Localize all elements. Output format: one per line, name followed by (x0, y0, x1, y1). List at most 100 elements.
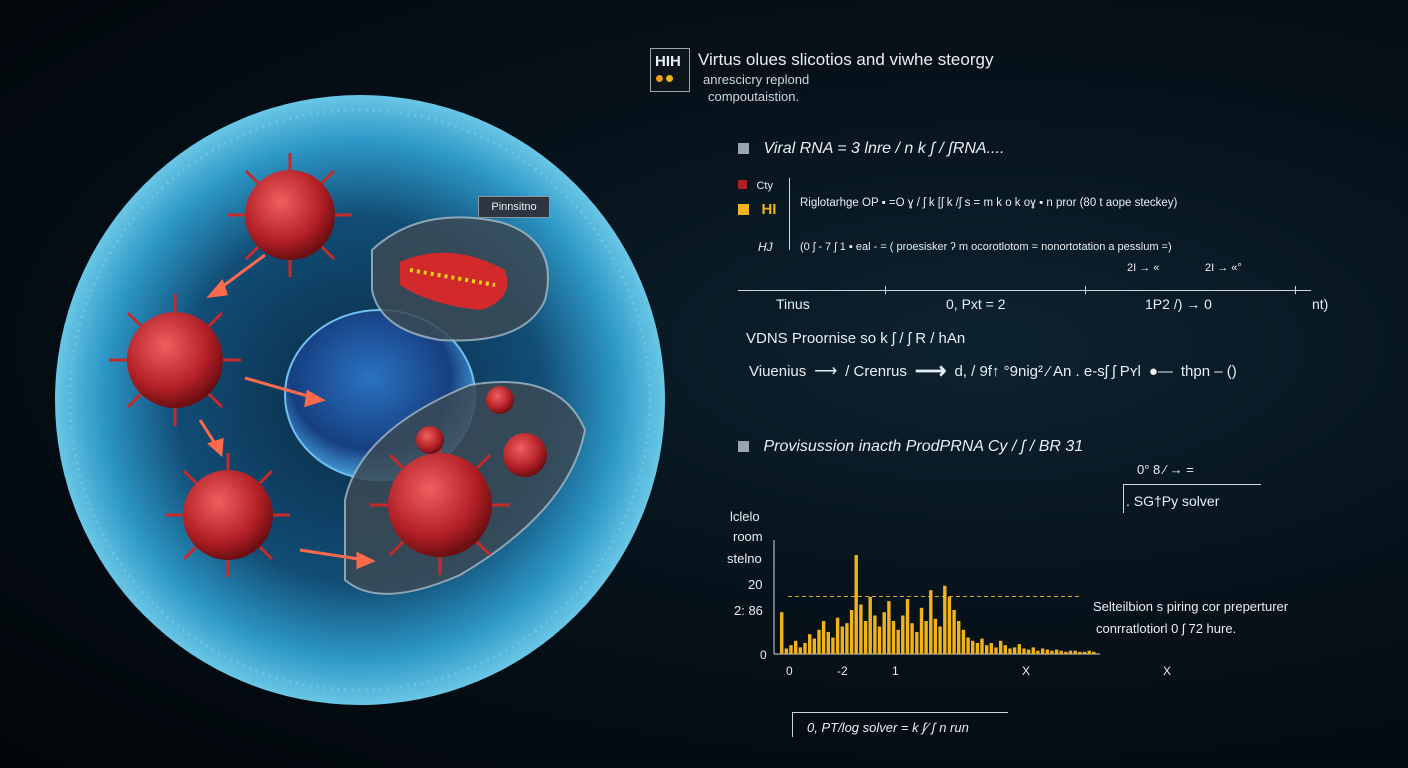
flow-step-1: Viuenius (749, 362, 807, 380)
chart-bar (1082, 651, 1087, 654)
section-marker-icon (738, 441, 749, 453)
solver-top-label: 0° 8 ⁄ → = (1137, 462, 1194, 477)
viral-rna-heading: Viral RNA = 3 lnre / n k ʃ / ʃRNA.... (763, 140, 1005, 157)
chart-bar (957, 621, 961, 654)
section-marker-icon (738, 143, 749, 155)
dot-arrow-icon: ●— (1148, 362, 1173, 380)
timeline-tick (1085, 286, 1086, 294)
logo-box: HIH (650, 48, 690, 92)
chart-bar (896, 629, 900, 654)
chart-bar (808, 634, 812, 654)
timeline-label-end: nt) (1312, 296, 1329, 312)
chart-bar (1068, 650, 1073, 654)
chart-bar (961, 629, 966, 654)
virus-particle (228, 153, 352, 277)
chart-bar (1003, 645, 1007, 654)
chart-bar (910, 623, 914, 654)
footer-formula: 0, PT/log solver = k ʃ⁄ ʃ n run (807, 720, 969, 735)
chart-bar (877, 626, 882, 654)
chart-bar (929, 590, 933, 654)
chart-bar (938, 626, 942, 654)
chart-bar (971, 640, 975, 654)
chart-bar (780, 612, 784, 654)
chart-annotation-1: Selteilbion s piring cor preperturer (1093, 599, 1289, 614)
chart-bar (854, 555, 858, 654)
flow-step-4: thpn – () (1180, 362, 1237, 380)
chart-bar (1078, 651, 1082, 654)
hi-label: HI (761, 201, 777, 218)
chart-bar (821, 621, 826, 654)
virus-particle (503, 433, 547, 477)
chart-bar (924, 621, 928, 654)
chart-bar (826, 632, 830, 654)
virus-particle (109, 294, 241, 426)
hi-swatch (738, 204, 749, 216)
chart-bar (933, 618, 938, 654)
chart-bar (868, 596, 872, 654)
virus-particle (486, 386, 514, 414)
production-chart (773, 540, 1100, 655)
chart-annotation-2: conrratlotiorl 0 ʃ 72 hure. (1096, 621, 1237, 636)
chart-bar (1064, 651, 1068, 654)
chart-bar (1092, 651, 1096, 654)
page-subtitle-2: compoutaistion. (708, 89, 800, 104)
flow-step-2: / Crenrus (845, 362, 907, 380)
chart-bar (1073, 650, 1077, 654)
chart-bar (789, 645, 793, 654)
chart-bar (887, 601, 891, 654)
chart-bar (1036, 650, 1040, 654)
virus-particle (370, 435, 510, 575)
virus-particle (416, 426, 444, 454)
timeline-label-start: Tinus (776, 296, 810, 312)
chart-bar (985, 645, 989, 654)
arrow-right-icon: ⟶ (814, 363, 838, 380)
cty-label: Cty (756, 180, 773, 192)
chart-bar (966, 637, 970, 654)
flow-step-3: d, / 9f↑ °9nig² ⁄ An . e-sʃ ʃ Pʏl (954, 362, 1141, 380)
logo-dot-orange (656, 75, 663, 82)
timeline-label-mid-2: 1P2 /) → 0 (1145, 296, 1212, 312)
chart-bar (882, 612, 886, 654)
chart-bar (817, 629, 821, 654)
timeline-label-mid-1: 0, Pxt = 2 (946, 296, 1006, 312)
cell-illustration (55, 95, 665, 705)
hj-label: HJ (758, 240, 773, 254)
chart-bar (859, 604, 863, 654)
timeline-axis (738, 290, 1311, 291)
organelle-upper (371, 216, 549, 342)
chart-bar (943, 585, 947, 654)
chart-bar (1054, 649, 1059, 654)
chart-bar (831, 637, 835, 654)
chart-bar (794, 640, 798, 654)
hi-legend: HI (738, 201, 776, 219)
chart-xtick-1: 0 (786, 664, 793, 678)
chart-ytick-1: 20 (748, 577, 763, 592)
chart-bar (905, 599, 910, 654)
chart-bar (873, 615, 877, 654)
solver-box: . SG†Py solver (1123, 484, 1261, 513)
flow-heading: VDNS Proornise so k ʃ / ʃ R / hAn (746, 330, 966, 347)
chart-bar (784, 648, 789, 654)
viral-rna-row-3a: 2I → « (1127, 262, 1160, 274)
chart-bar (849, 610, 854, 654)
illustration-tag: Pinnsitno (478, 196, 550, 218)
chart-bar (1008, 648, 1012, 654)
chart-bar (1026, 649, 1031, 654)
chart-bar (812, 638, 816, 654)
chart-bar (798, 647, 802, 654)
chart-xtick-5: X (1163, 664, 1172, 678)
chart-bar (999, 640, 1003, 654)
solver-label: . SG†Py solver (1126, 493, 1220, 509)
chart-bar (1012, 647, 1017, 654)
chart-bar (835, 617, 840, 654)
chart-bar (1087, 650, 1091, 654)
production-heading: Provisussion inacth ProdPRNA Cy / ʃ / BR… (763, 438, 1084, 455)
chart-bar (1022, 648, 1026, 654)
production-heading-row: Provisussion inacth ProdPRNA Cy / ʃ / BR… (738, 438, 1083, 456)
page-subtitle-1: anrescicry replond (703, 72, 810, 87)
chart-xtick-2: -2 (837, 664, 848, 678)
chart-bar (947, 596, 952, 654)
chart-ylabel-2: room (733, 529, 763, 544)
chart-bar (1040, 648, 1045, 654)
chart-bar (891, 621, 896, 654)
